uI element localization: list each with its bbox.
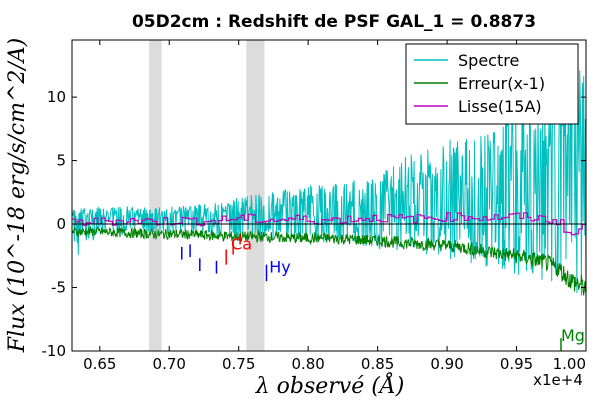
x-axis-ticks: 0.65 0.70 0.75 0.80 0.85 0.90 0.95 1.00 — [83, 40, 587, 373]
x-tick-label: 0.65 — [83, 355, 116, 373]
x-tick-label: 0.95 — [500, 355, 533, 373]
y-tick-label: -5 — [51, 279, 66, 297]
legend-label-erreur: Erreur(x-1) — [458, 74, 545, 93]
line-annotations: Ca Hy Mg — [231, 234, 585, 344]
x-tick-label: 0.80 — [291, 355, 324, 373]
shaded-band — [246, 40, 265, 351]
line-markers — [180, 234, 562, 351]
legend-label-lisse: Lisse(15A) — [458, 97, 542, 116]
line-annotation-ca: Ca — [231, 234, 252, 253]
shaded-band — [149, 40, 162, 351]
plot-frame — [71, 39, 587, 352]
legend: Spectre Erreur(x-1) Lisse(15A) — [405, 43, 579, 125]
y-axis-label: Flux (10^-18 erg/s/cm^2/A) — [5, 38, 30, 354]
x-tick-label: 0.90 — [430, 355, 463, 373]
y-tick-label: 0 — [56, 215, 66, 233]
x-tick-label: 0.70 — [153, 355, 186, 373]
y-tick-label: -10 — [42, 342, 67, 360]
x-offset-label: x1e+4 — [533, 371, 583, 389]
x-axis-label: λ observé (Å) — [255, 371, 405, 399]
y-tick-label: 5 — [56, 152, 66, 170]
x-tick-label: 1.00 — [553, 355, 586, 373]
y-tick-label: 10 — [47, 88, 66, 106]
legend-label-spectre: Spectre — [458, 51, 519, 70]
x-tick-label: 0.85 — [361, 355, 394, 373]
legend-box — [405, 43, 579, 125]
line-annotation-mg: Mg — [561, 326, 585, 345]
series-erreur-line — [71, 225, 587, 296]
plot-area — [71, 48, 587, 296]
y-axis-ticks: -10 -5 0 5 10 — [42, 88, 586, 360]
line-annotation-hy: Hy — [269, 257, 291, 276]
x-tick-label: 0.75 — [222, 355, 255, 373]
shaded-bands — [149, 40, 265, 351]
chart-title: 05D2cm : Redshift de PSF GAL_1 = 0.8873 — [132, 12, 536, 32]
series-lisse-line — [72, 212, 587, 236]
